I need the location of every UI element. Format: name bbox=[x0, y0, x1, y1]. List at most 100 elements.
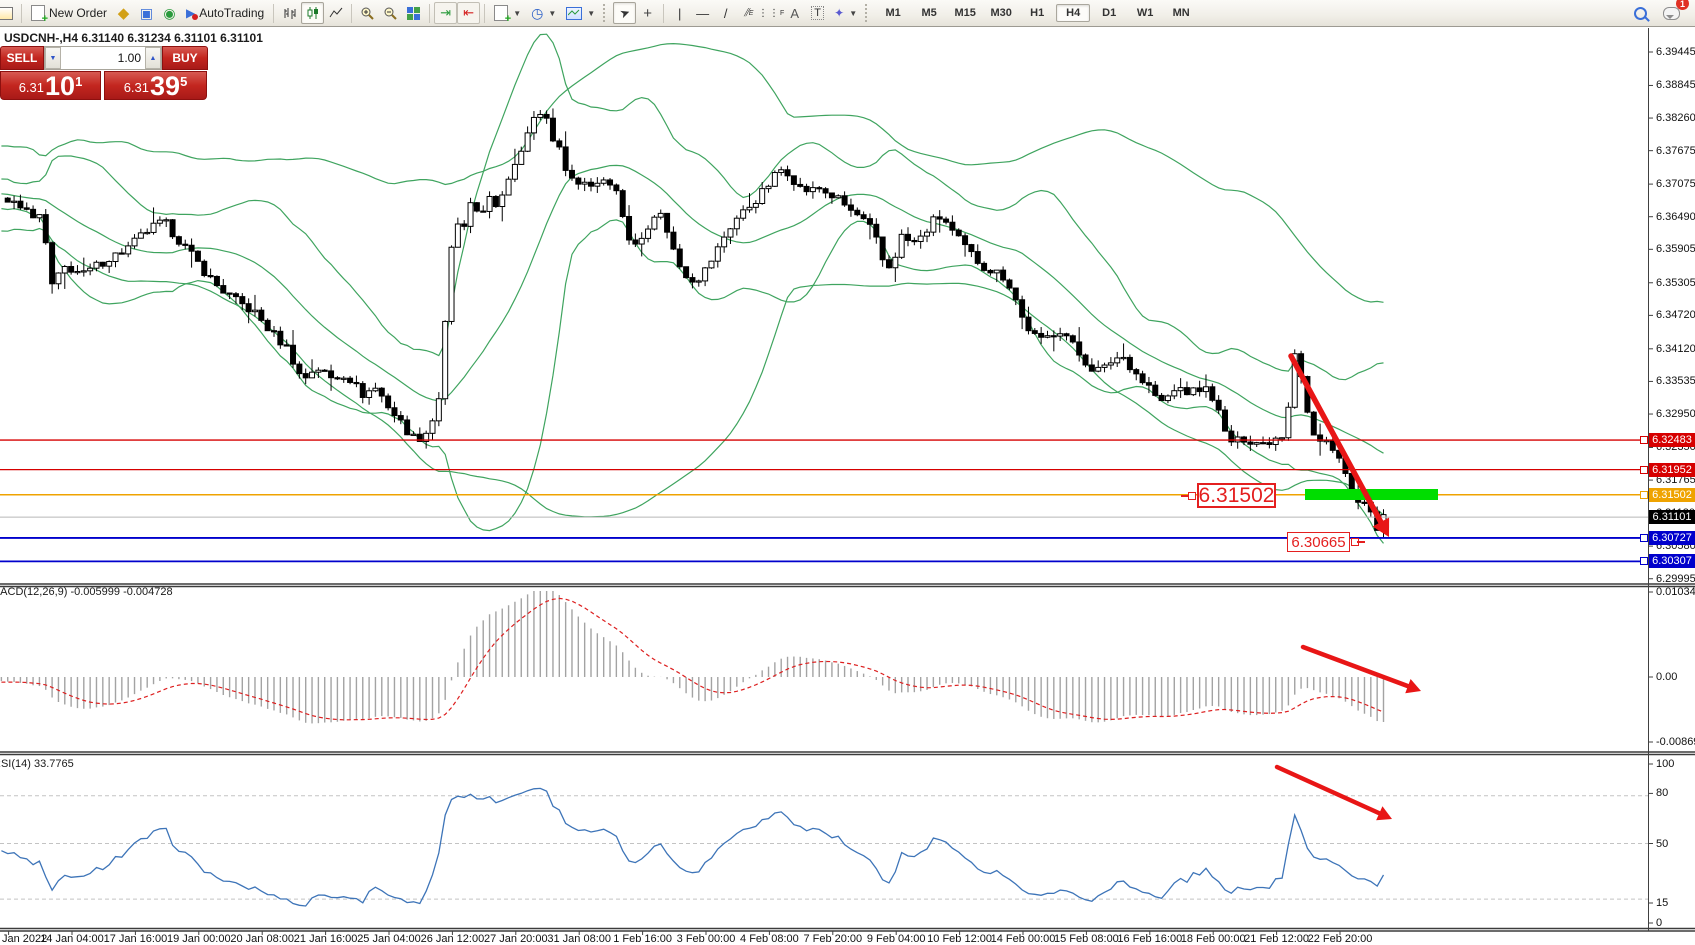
price-tick: 6.34120 bbox=[1656, 342, 1695, 355]
buy-button[interactable]: 6.31 39 5 bbox=[104, 71, 207, 100]
time-axis-label: 14 Jan 04:00 bbox=[40, 933, 104, 945]
time-axis-label: 21 Feb 12:00 bbox=[1244, 933, 1310, 945]
sell-price-sup: 1 bbox=[75, 74, 83, 89]
timeframe-M15[interactable]: M15 bbox=[954, 7, 976, 19]
crosshair-icon[interactable]: + bbox=[643, 4, 653, 22]
autotrading-icon: ▶ bbox=[186, 6, 199, 20]
cursor-icon[interactable]: ➤ bbox=[613, 2, 637, 24]
price-tick: 6.35905 bbox=[1656, 243, 1695, 256]
separator bbox=[273, 3, 275, 23]
templates-button[interactable]: ▼ bbox=[561, 6, 600, 21]
arrows-button[interactable]: ✦ ▼ bbox=[834, 6, 858, 20]
price-tick: 6.38260 bbox=[1656, 112, 1695, 125]
arrows-icon: ✦ bbox=[834, 6, 845, 20]
time-axis-label: 9 Feb 04:00 bbox=[866, 933, 926, 945]
autotrading-button[interactable]: ▶ AutoTrading bbox=[181, 5, 269, 21]
clock-icon: ◷ bbox=[531, 4, 544, 21]
callout-anchor-dash bbox=[1181, 494, 1189, 497]
zoom-out-icon[interactable] bbox=[379, 2, 402, 24]
line-anchor-square bbox=[1640, 533, 1648, 542]
time-axis-label: 27 Jan 20:00 bbox=[483, 933, 548, 945]
timeframe-M1[interactable]: M1 bbox=[885, 7, 901, 19]
buy-price-sup: 5 bbox=[180, 74, 188, 89]
separator bbox=[429, 3, 431, 23]
one-click-trading-widget: SELL ▼ 1.00 ▲ BUY 6.31 10 1 6.31 39 5 bbox=[0, 46, 208, 100]
timeframe-D1[interactable]: D1 bbox=[1102, 7, 1117, 19]
rsi-label: RSI(14) 33.7765 bbox=[0, 758, 74, 770]
timeframe-M5[interactable]: M5 bbox=[921, 7, 937, 19]
price-tick: 6.34720 bbox=[1656, 309, 1695, 322]
vertical-line-icon[interactable]: | bbox=[677, 5, 682, 21]
time-axis-label: 22 Feb 20:00 bbox=[1307, 933, 1373, 945]
time-axis-label: 19 Jan 00:00 bbox=[166, 933, 231, 945]
volume-decrease-button[interactable]: ▼ bbox=[45, 47, 61, 69]
price-tag-6.32483: 6.32483 bbox=[1649, 433, 1695, 448]
rsi-scale-value: 100 bbox=[1656, 758, 1675, 770]
timeframe-W1[interactable]: W1 bbox=[1136, 7, 1154, 19]
sell-tab[interactable]: SELL bbox=[0, 46, 44, 70]
zoom-in-icon[interactable] bbox=[356, 2, 379, 24]
price-callout-6.31502: 6.31502 bbox=[1197, 483, 1276, 508]
callout-anchor-dash bbox=[1357, 541, 1365, 543]
channel-icon[interactable]: ⫽ E bbox=[743, 6, 754, 19]
price-tick: 6.39445 bbox=[1656, 46, 1695, 58]
price-tick: 6.38845 bbox=[1656, 79, 1695, 92]
tile-windows-icon[interactable] bbox=[402, 2, 425, 24]
rsi-scale-value: 0 bbox=[1656, 917, 1663, 929]
volume-increase-button[interactable]: ▲ bbox=[145, 47, 161, 69]
candlestick-chart-icon[interactable] bbox=[301, 2, 325, 24]
buy-tab[interactable]: BUY bbox=[162, 46, 208, 70]
horizontal-line-icon[interactable]: — bbox=[696, 5, 710, 21]
line-chart-icon[interactable] bbox=[324, 2, 347, 24]
separator bbox=[351, 3, 353, 23]
macd-scale-value: -0.008696 bbox=[1656, 736, 1695, 748]
timeframe-M30[interactable]: M30 bbox=[990, 7, 1012, 19]
new-chart-icon[interactable] bbox=[0, 2, 17, 24]
toolbar-grip bbox=[865, 4, 872, 22]
sell-button[interactable]: 6.31 10 1 bbox=[0, 71, 101, 100]
rsi-scale-value: 50 bbox=[1656, 837, 1669, 850]
bar-chart-icon[interactable] bbox=[278, 2, 301, 24]
time-axis-label: 14 Feb 00:00 bbox=[990, 933, 1056, 945]
macd-label: MACD(12,26,9) -0.005999 -0.004728 bbox=[0, 586, 173, 598]
price-tick: 6.33535 bbox=[1656, 375, 1695, 388]
volume-box: ▼ 1.00 ▲ bbox=[44, 46, 162, 70]
time-axis-label: Jan 2022 bbox=[2, 933, 48, 945]
price-tick: 6.37675 bbox=[1656, 144, 1695, 157]
line-anchor-square bbox=[1640, 557, 1648, 566]
trendline-icon[interactable]: / bbox=[723, 5, 728, 21]
macd-scale-value: 0.00 bbox=[1656, 671, 1678, 683]
timeframe-MN[interactable]: MN bbox=[1172, 7, 1190, 19]
toolbar-grip bbox=[603, 4, 610, 22]
price-tick: 6.32950 bbox=[1656, 408, 1695, 421]
line-anchor-square bbox=[1640, 465, 1648, 474]
text-label-icon[interactable]: T bbox=[806, 2, 829, 24]
time-axis-label: 20 Jan 08:00 bbox=[230, 933, 294, 945]
price-callout-6.30665: 6.30665 bbox=[1287, 532, 1350, 552]
periods-button[interactable]: ◷ ▼ bbox=[531, 4, 557, 21]
time-axis-label: 26 Jan 12:00 bbox=[420, 933, 485, 945]
time-axis-label: 17 Jan 16:00 bbox=[103, 933, 168, 945]
volume-value[interactable]: 1.00 bbox=[117, 51, 141, 65]
expert-advisors-icon[interactable]: ◆ bbox=[117, 5, 130, 22]
search-icon[interactable] bbox=[1629, 2, 1652, 24]
auto-scroll-icon[interactable]: ⇥ bbox=[434, 2, 458, 24]
timeframe-H1[interactable]: H1 bbox=[1030, 7, 1045, 19]
fibonacci-icon[interactable]: ⋮⋮ F bbox=[758, 7, 786, 19]
new-order-button[interactable]: + New Order bbox=[26, 4, 112, 25]
callout-anchor-square bbox=[1188, 491, 1196, 500]
time-axis-label: 16 Feb 16:00 bbox=[1117, 933, 1183, 945]
chart-title: USDCNH-,H4 6.31140 6.31234 6.31101 6.311… bbox=[4, 31, 263, 45]
signals-icon[interactable]: ◉ bbox=[163, 4, 176, 21]
text-icon[interactable]: A bbox=[790, 5, 799, 21]
price-tag-6.31502: 6.31502 bbox=[1649, 487, 1695, 502]
terminal-icon[interactable]: ▣ bbox=[139, 4, 154, 21]
indicators-button[interactable]: + ▼ bbox=[489, 4, 526, 25]
chart-shift-icon[interactable]: ⇤ bbox=[457, 2, 481, 24]
time-axis-label: 15 Feb 08:00 bbox=[1053, 933, 1119, 945]
separator bbox=[484, 3, 486, 23]
notifications-icon[interactable]: 1 bbox=[1660, 0, 1689, 24]
timeframe-H4[interactable]: H4 bbox=[1056, 4, 1091, 22]
